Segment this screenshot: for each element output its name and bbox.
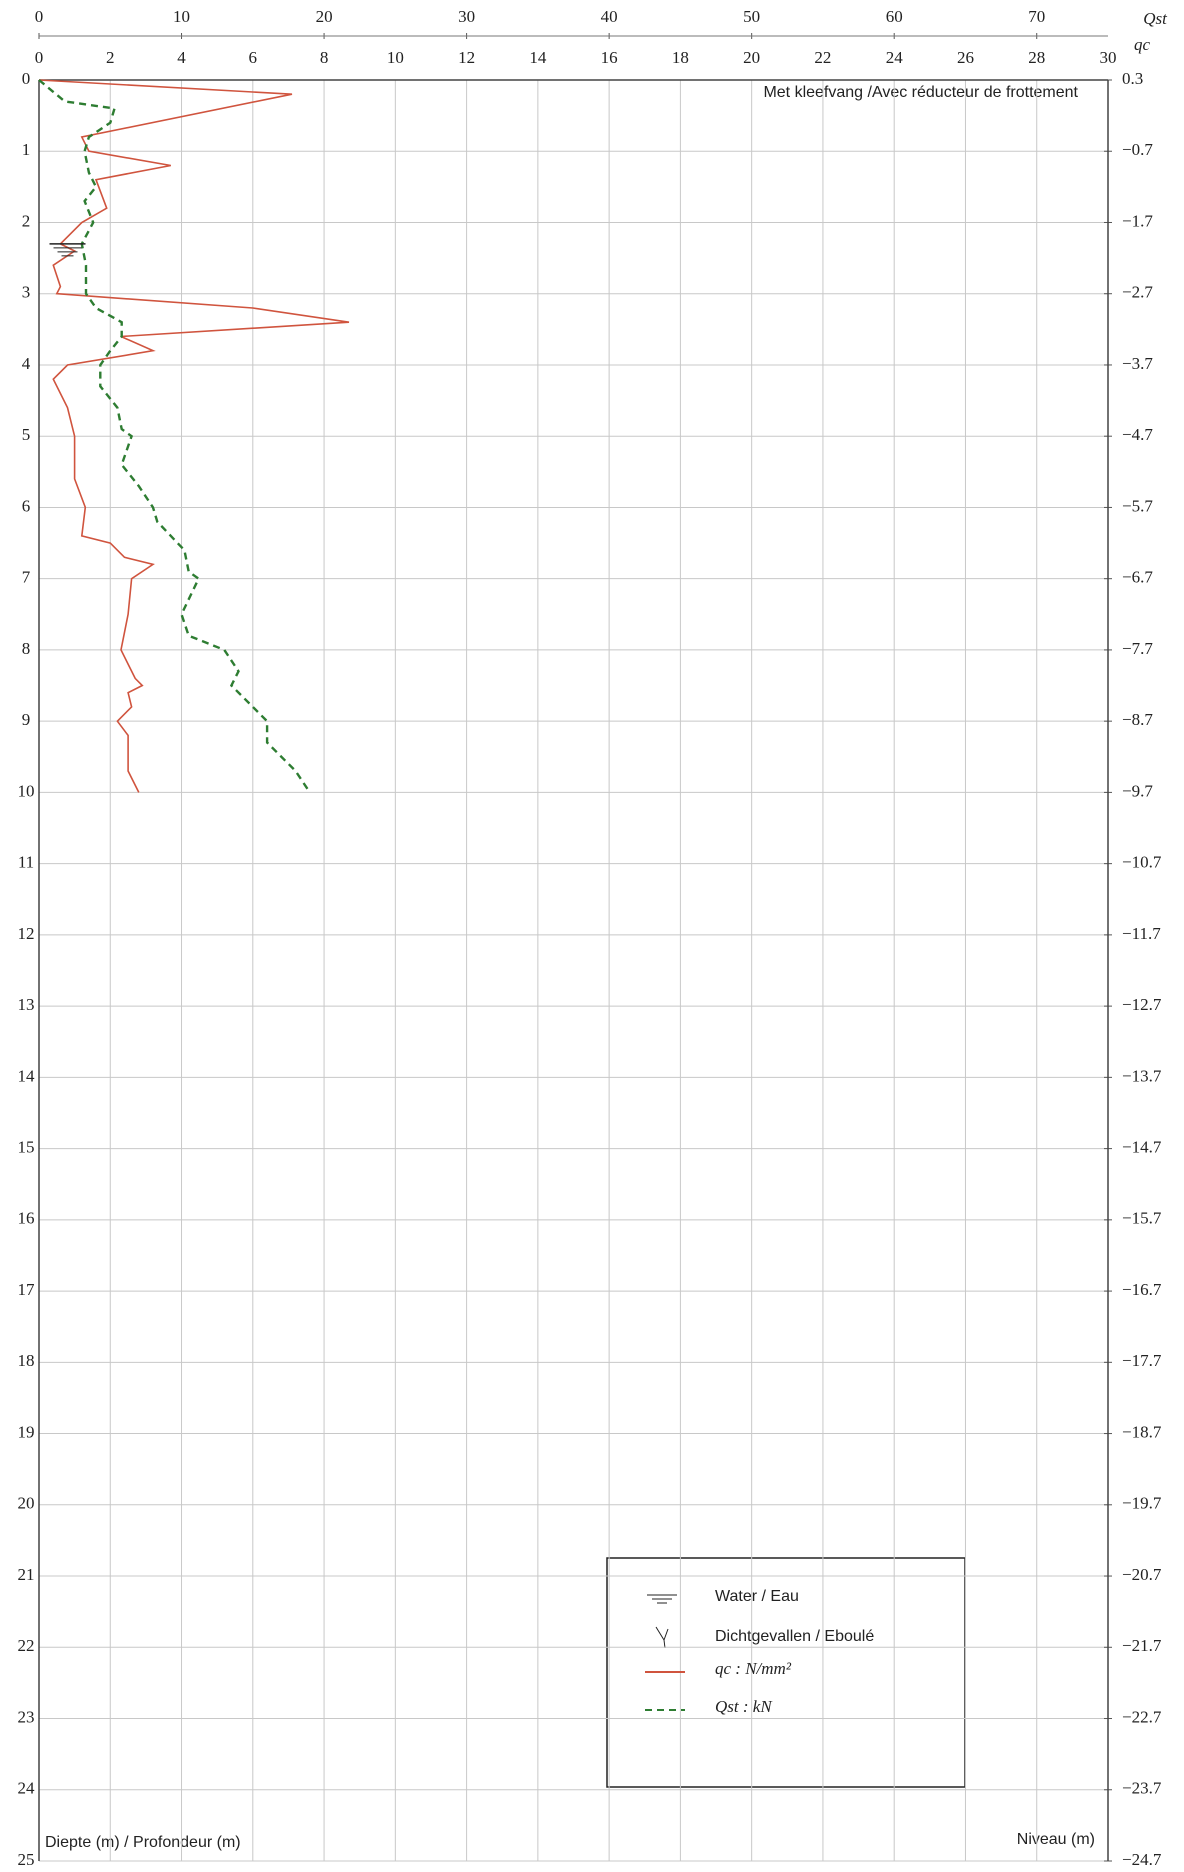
y-tick-label: 25 — [18, 1850, 35, 1869]
y2-tick-label: −24.7 — [1122, 1850, 1162, 1869]
legend-label: Qst : kN — [715, 1697, 773, 1716]
x-tick-label: 6 — [249, 48, 258, 67]
y-tick-label: 18 — [18, 1351, 35, 1370]
y-tick-label: 13 — [18, 995, 35, 1014]
y2-tick-label: −15.7 — [1122, 1209, 1162, 1228]
y2-tick-label: −21.7 — [1122, 1636, 1162, 1655]
y-tick-label: 6 — [22, 496, 31, 515]
y-tick-label: 23 — [18, 1707, 35, 1726]
x2-tick-label: 20 — [316, 7, 333, 26]
x-tick-label: 2 — [106, 48, 115, 67]
y2-tick-label: −7.7 — [1122, 639, 1153, 658]
x2-axis-label: Qst — [1143, 9, 1168, 28]
x2-tick-label: 10 — [173, 7, 190, 26]
y2-axis-label: Niveau (m) — [1017, 1831, 1095, 1848]
data-line — [38, 79, 311, 794]
y-tick-label: 1 — [22, 140, 31, 159]
y2-tick-label: −14.7 — [1122, 1138, 1162, 1157]
x2-tick-label: 50 — [743, 7, 760, 26]
y-tick-label: 14 — [18, 1066, 36, 1085]
y2-tick-label: −8.7 — [1122, 710, 1153, 729]
x-tick-label: 18 — [672, 48, 689, 67]
y2-tick-label: −20.7 — [1122, 1565, 1162, 1584]
x2-tick-label: 30 — [458, 7, 475, 26]
legend-label: Water / Eau — [715, 1588, 799, 1605]
y2-tick-label: −17.7 — [1122, 1351, 1162, 1370]
x2-tick-label: 40 — [601, 7, 618, 26]
y2-tick-label: 0.3 — [1122, 69, 1143, 88]
legend-label: qc : N/mm² — [715, 1659, 792, 1678]
y2-tick-label: −3.7 — [1122, 354, 1153, 373]
y2-tick-label: −16.7 — [1122, 1280, 1162, 1299]
y2-tick-label: −11.7 — [1122, 924, 1161, 943]
chart-title: Met kleefvang /Avec réducteur de frottem… — [763, 84, 1078, 101]
y2-tick-label: −22.7 — [1122, 1707, 1162, 1726]
x-tick-label: 14 — [529, 48, 547, 67]
x-tick-label: 16 — [601, 48, 618, 67]
x-tick-label: 30 — [1100, 48, 1117, 67]
x2-tick-label: 60 — [886, 7, 903, 26]
y-tick-label: 22 — [18, 1636, 35, 1655]
x-axis-label: qc — [1134, 35, 1151, 54]
y2-tick-label: −23.7 — [1122, 1779, 1162, 1798]
x-tick-label: 8 — [320, 48, 329, 67]
y-tick-label: 5 — [22, 425, 31, 444]
y2-tick-label: −12.7 — [1122, 995, 1162, 1014]
y2-tick-label: −10.7 — [1122, 853, 1162, 872]
y2-tick-label: −19.7 — [1122, 1494, 1162, 1513]
y-tick-label: 20 — [18, 1494, 35, 1513]
x-tick-label: 26 — [957, 48, 974, 67]
y-tick-label: 9 — [22, 710, 31, 729]
y-tick-label: 21 — [18, 1565, 35, 1584]
x-tick-label: 20 — [743, 48, 760, 67]
x-tick-label: 12 — [458, 48, 475, 67]
legend-water-icon — [647, 1594, 677, 1604]
y2-tick-label: −13.7 — [1122, 1066, 1162, 1085]
y2-tick-label: −9.7 — [1122, 781, 1153, 800]
y-tick-label: 17 — [18, 1280, 36, 1299]
y-tick-label: 24 — [18, 1779, 36, 1798]
y2-tick-label: −0.7 — [1122, 140, 1153, 159]
y2-tick-label: −18.7 — [1122, 1422, 1162, 1441]
x-tick-label: 28 — [1028, 48, 1045, 67]
y2-tick-label: −1.7 — [1122, 211, 1153, 230]
y2-tick-label: −4.7 — [1122, 425, 1153, 444]
x2-tick-label: 0 — [35, 7, 44, 26]
x-tick-label: 24 — [886, 48, 904, 67]
y-tick-label: 4 — [22, 354, 31, 373]
y-tick-label: 12 — [18, 924, 35, 943]
y-tick-label: 7 — [22, 568, 31, 587]
data-line — [38, 79, 350, 793]
legend-label: Dichtgevallen / Eboulé — [715, 1628, 874, 1645]
x2-tick-label: 70 — [1028, 7, 1045, 26]
y2-tick-label: −6.7 — [1122, 568, 1153, 587]
y-tick-label: 10 — [18, 781, 35, 800]
y2-tick-label: −5.7 — [1122, 496, 1153, 515]
x-tick-label: 4 — [177, 48, 186, 67]
y-axis-label: Diepte (m) / Profondeur (m) — [45, 1834, 241, 1851]
y2-tick-label: −2.7 — [1122, 283, 1153, 302]
y-tick-label: 11 — [18, 853, 34, 872]
y-tick-label: 0 — [22, 69, 31, 88]
y-tick-label: 3 — [22, 283, 31, 302]
x-tick-label: 0 — [35, 48, 44, 67]
x-tick-label: 10 — [387, 48, 404, 67]
y-tick-label: 2 — [22, 211, 31, 230]
y-tick-label: 16 — [18, 1209, 35, 1228]
legend-collapse-icon — [655, 1626, 669, 1649]
y-tick-label: 8 — [22, 639, 31, 658]
x-tick-label: 22 — [814, 48, 831, 67]
y-tick-label: 19 — [18, 1422, 35, 1441]
y-tick-label: 15 — [18, 1138, 35, 1157]
